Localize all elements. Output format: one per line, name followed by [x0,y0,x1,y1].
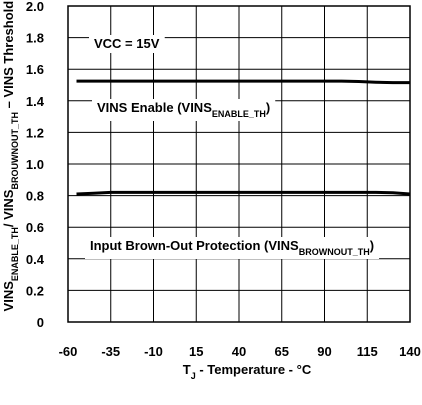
annotation-vcc-text: VCC = 15V [94,36,160,51]
x-tick-label: 90 [317,344,331,359]
series-line-2 [76,190,411,196]
x-axis-tick-labels: -60 -35 -10 15 40 65 90 115 140 [59,344,421,359]
y-tick-label: 1.4 [26,94,45,109]
y-tick-label: 0.2 [26,283,44,298]
y-tick-label: 0 [37,315,44,330]
x-axis-label: TJ - Temperature - °C [183,362,312,381]
x-tick-label: -10 [144,344,163,359]
x-tick-label: -60 [59,344,78,359]
plot-frame [67,5,411,323]
y-tick-label: 1.8 [26,31,44,46]
series-label-1: VINS Enable (VINSENABLE_TH) [92,99,276,121]
y-tick-label: 2.0 [26,0,44,14]
annotations: VCC = 15V VINS Enable (VINSENABLE_TH) Inpu… [85,35,380,259]
series-label-1-text: VINS Enable (VINSENABLE_TH) [97,100,270,119]
x-tick-label: 115 [357,344,378,359]
series-label-2-text: Input Brown-Out Protection (VINSBROWNOUT… [90,238,374,257]
series-label-2-bg [85,237,380,259]
annotation-vcc: VCC = 15V [89,35,165,53]
series-label-2: Input Brown-Out Protection (VINSBROWNOUT… [85,237,380,259]
y-tick-label: 0.8 [26,189,44,204]
x-tick-label: 15 [189,344,203,359]
y-axis-label: VINSENABLE_TH/ VINSBROUWNOUT_TH – VINS T… [1,0,20,311]
x-tick-label: 40 [232,344,246,359]
series-group [76,79,411,196]
y-tick-label: 1.2 [26,125,44,140]
series-line-1 [76,79,410,85]
y-tick-label: 0.6 [26,220,44,235]
annotation-vcc-bg [89,35,165,53]
x-tick-label: 140 [399,344,421,359]
y-tick-label: 1.6 [26,62,44,77]
y-tick-label: 1.0 [26,157,44,172]
x-tick-label: -35 [101,344,120,359]
y-tick-label: 0.4 [26,252,45,267]
series-label-1-bg [92,99,276,121]
y-axis-tick-labels: 0 0.2 0.4 0.6 0.8 1.0 1.2 1.4 1.6 1.8 2.0 [26,0,45,330]
x-tick-label: 65 [275,344,289,359]
